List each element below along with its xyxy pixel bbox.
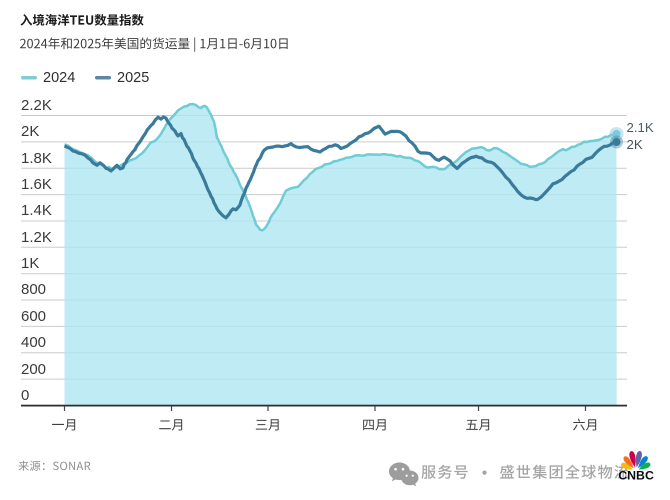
- svg-text:CNBC: CNBC: [618, 469, 654, 483]
